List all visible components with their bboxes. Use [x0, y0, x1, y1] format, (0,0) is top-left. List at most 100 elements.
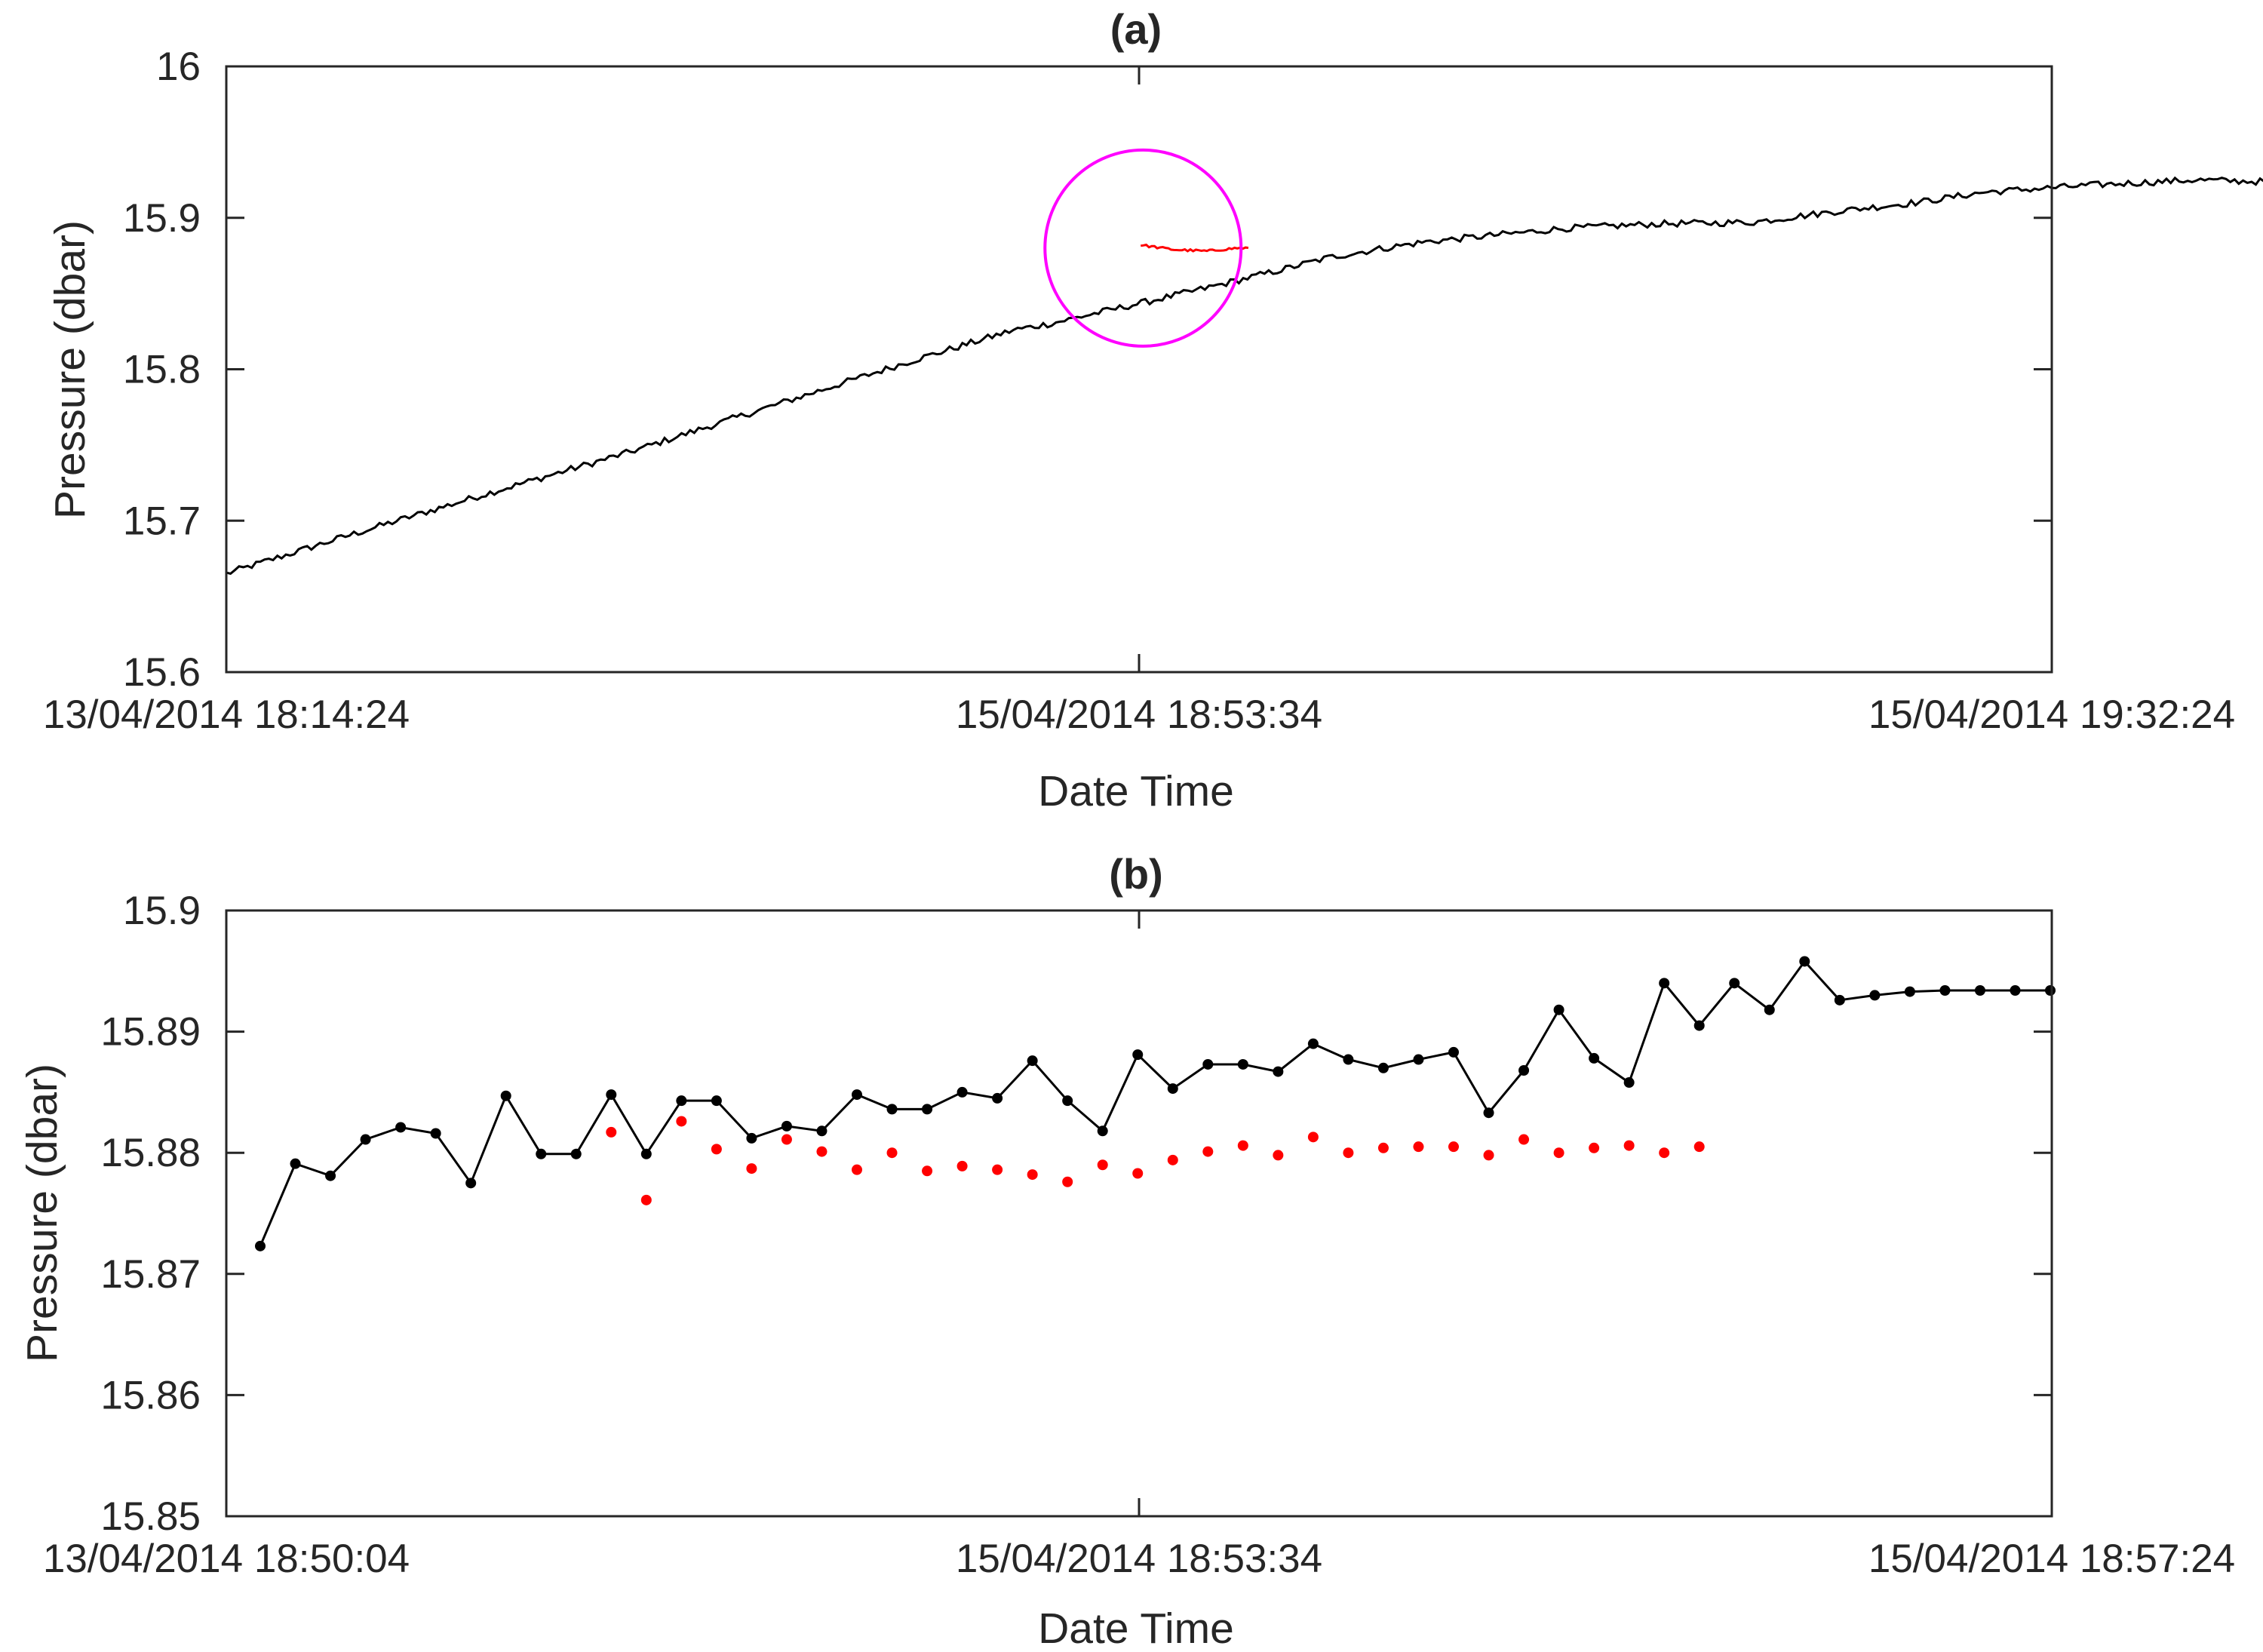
y-tick-label: 15.6 [123, 650, 201, 695]
highlight-point [606, 1126, 617, 1138]
pressure-point [1764, 1004, 1775, 1015]
y-tick-label: 15.86 [100, 1373, 201, 1417]
pressure-point [1273, 1066, 1284, 1077]
highlight-point [1167, 1154, 1178, 1165]
pressure-point [1132, 1049, 1144, 1061]
pressure-point [1167, 1083, 1178, 1095]
pressure-series-line [259, 960, 2050, 1247]
pressure-point [2010, 984, 2021, 996]
panel-b-chart: (b) 15.85 15.86 15.87 15.88 15.89 15.9 13/04/… [18, 850, 2235, 1652]
pressure-point [500, 1090, 511, 1101]
highlight-point [1483, 1150, 1494, 1161]
highlight-point [640, 1194, 652, 1205]
pressure-point [1939, 984, 1951, 996]
highlight-point [1237, 1140, 1248, 1151]
pressure-point [1974, 984, 1985, 996]
panel-b-axes-frame [225, 909, 2053, 1518]
pressure-point [1589, 1052, 1600, 1064]
highlight-point [1589, 1142, 1600, 1153]
pressure-point [465, 1178, 477, 1189]
highlight-point [886, 1147, 898, 1159]
panel-a-x-axis-label: Date Time [1038, 767, 1234, 815]
pressure-point [640, 1148, 652, 1159]
y-tick-label: 15.88 [100, 1131, 201, 1175]
x-tick-label: 15/04/2014 18:53:34 [956, 1537, 1322, 1581]
panel-a-chart: (a) 15.6 15.7 15.8 15.9 16 13/04/2014 18:14:… [43, 5, 2263, 815]
highlight-point [1027, 1169, 1038, 1181]
highlight-point [1623, 1140, 1635, 1151]
pressure-point [1377, 1062, 1389, 1073]
highlight-point [1659, 1147, 1670, 1159]
panel-a-axes-frame [225, 65, 2053, 674]
highlight-point [956, 1160, 968, 1171]
highlight-point [1413, 1141, 1424, 1153]
pressure-point [676, 1095, 687, 1107]
panel-a-y-axis-label: Pressure (dbar) [46, 220, 94, 519]
pressure-point [1062, 1095, 1073, 1107]
x-tick-label: 15/04/2014 19:32:24 [1868, 692, 2235, 737]
highlight-point [852, 1164, 862, 1175]
pressure-point [1623, 1077, 1635, 1089]
highlight-point [1377, 1142, 1389, 1153]
pressure-point [746, 1132, 757, 1144]
panel-a-y-ticks: 15.6 15.7 15.8 15.9 16 [123, 45, 2052, 695]
pressure-point [290, 1158, 301, 1169]
pressure-series-line [226, 176, 2263, 576]
y-tick-label: 15.87 [100, 1252, 201, 1297]
pressure-point [430, 1128, 441, 1139]
panel-b-y-axis-label: Pressure (dbar) [18, 1064, 66, 1362]
panel-a-plot-area [226, 148, 2263, 576]
pressure-point [1307, 1038, 1319, 1049]
y-tick-label: 15.85 [100, 1494, 201, 1539]
x-tick-label: 15/04/2014 18:53:34 [956, 692, 1322, 737]
pressure-point [1097, 1125, 1108, 1137]
pressure-point [255, 1240, 266, 1251]
panel-b-plot-area [255, 956, 2056, 1251]
pressure-point [922, 1104, 933, 1115]
highlight-point [676, 1116, 687, 1127]
pressure-point [1729, 978, 1740, 989]
highlight-point [992, 1164, 1003, 1175]
panel-b-title: (b) [1109, 850, 1163, 898]
pressure-point [1518, 1064, 1530, 1076]
highlight-point [781, 1134, 792, 1145]
highlight-point [1097, 1159, 1108, 1171]
pressure-point [1799, 956, 1810, 967]
pressure-point [852, 1089, 862, 1101]
highlight-point [816, 1146, 828, 1157]
highlight-point [746, 1163, 757, 1175]
pressure-point [1202, 1058, 1214, 1070]
highlight-point [1448, 1141, 1459, 1153]
pressure-point [816, 1125, 828, 1137]
pressure-point [1659, 978, 1670, 989]
highlight-point [1343, 1147, 1354, 1159]
pressure-point [606, 1089, 617, 1101]
y-tick-label: 16 [156, 45, 201, 89]
pressure-point [1237, 1058, 1248, 1070]
pressure-point [2045, 984, 2056, 996]
pressure-point [1904, 986, 1915, 997]
highlight-point [922, 1165, 933, 1177]
highlight-point [1273, 1150, 1284, 1161]
pressure-point [992, 1092, 1003, 1104]
pressure-point [1869, 990, 1881, 1001]
highlight-point [1307, 1132, 1319, 1143]
panel-b-y-ticks: 15.85 15.86 15.87 15.88 15.89 15.9 [100, 889, 2052, 1539]
highlight-series-line [1140, 243, 1249, 253]
pressure-point [325, 1170, 336, 1181]
pressure-point [781, 1120, 792, 1132]
pressure-point [360, 1134, 371, 1145]
highlight-point [1132, 1168, 1144, 1179]
highlight-circle [1043, 148, 1243, 348]
pressure-point [1483, 1107, 1494, 1119]
highlight-point [1202, 1146, 1214, 1157]
panel-a-title: (a) [1110, 5, 1162, 53]
pressure-point [956, 1086, 968, 1098]
pressure-point [395, 1122, 407, 1133]
pressure-point [536, 1148, 547, 1159]
pressure-point [1413, 1054, 1424, 1065]
y-tick-label: 15.9 [123, 889, 201, 933]
y-tick-label: 15.8 [123, 348, 201, 392]
x-tick-label: 13/04/2014 18:14:24 [43, 692, 410, 737]
